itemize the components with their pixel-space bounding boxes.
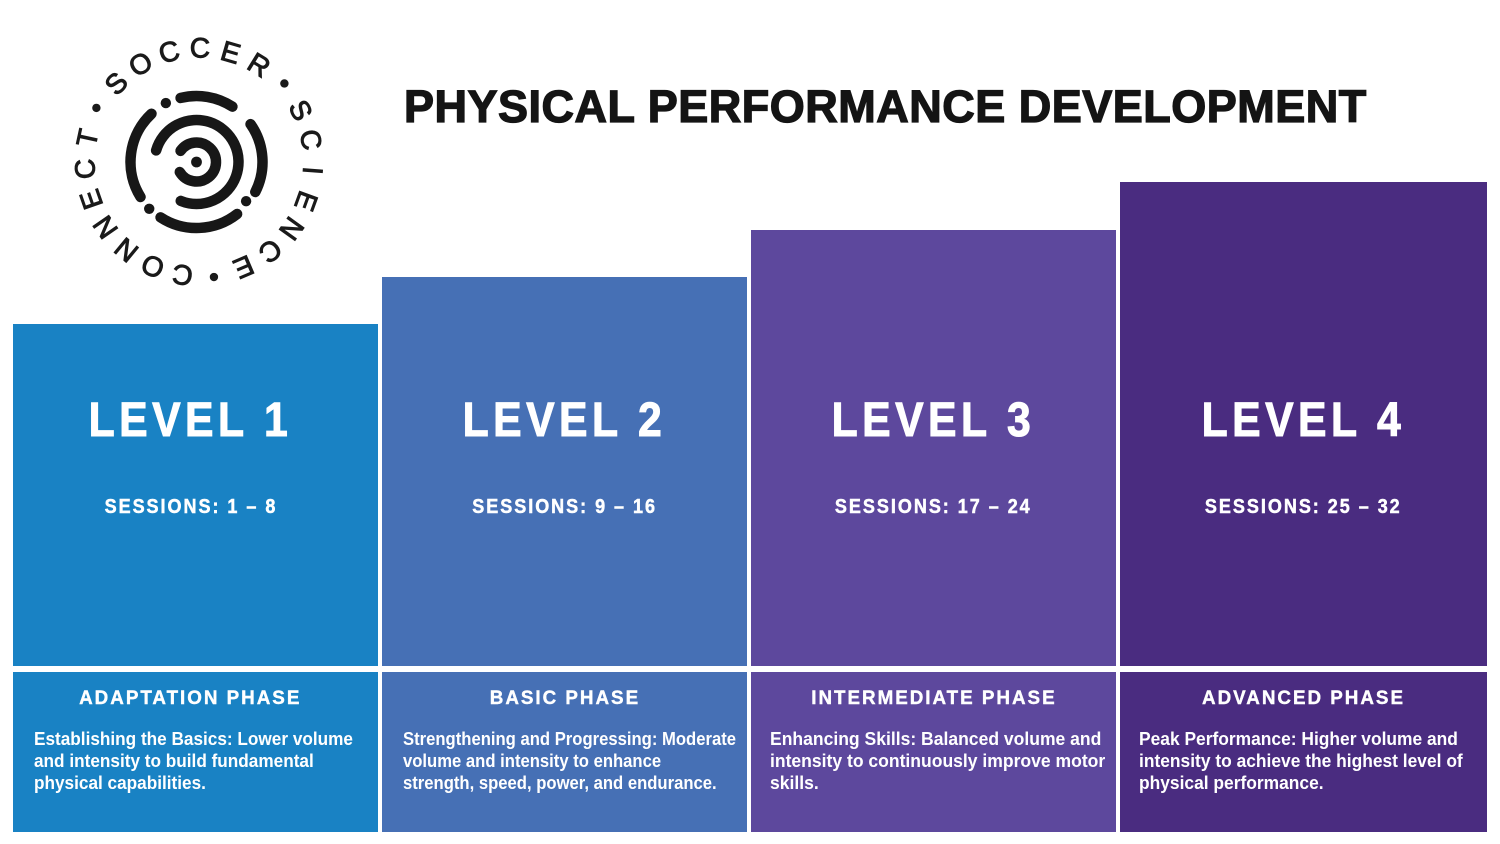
svg-text:E: E — [288, 187, 324, 215]
svg-text:C: C — [155, 34, 183, 69]
svg-text:R: R — [242, 47, 276, 84]
svg-text:C: C — [253, 233, 288, 270]
svg-text:N: N — [87, 210, 124, 244]
svg-text:S: S — [99, 66, 134, 101]
svg-text:O: O — [137, 248, 169, 285]
svg-text:C: C — [170, 258, 194, 292]
svg-text:E: E — [217, 35, 244, 70]
svg-text:N: N — [109, 232, 144, 269]
svg-text:C: C — [190, 32, 210, 63]
svg-text:E: E — [74, 185, 109, 213]
svg-text:C: C — [294, 127, 328, 153]
svg-text:O: O — [123, 45, 158, 83]
svg-text:I: I — [297, 166, 329, 176]
svg-text:T: T — [71, 126, 105, 149]
svg-text:C: C — [69, 158, 101, 180]
svg-text:E: E — [229, 249, 258, 285]
svg-text:S: S — [283, 95, 319, 126]
svg-text:N: N — [273, 211, 310, 246]
